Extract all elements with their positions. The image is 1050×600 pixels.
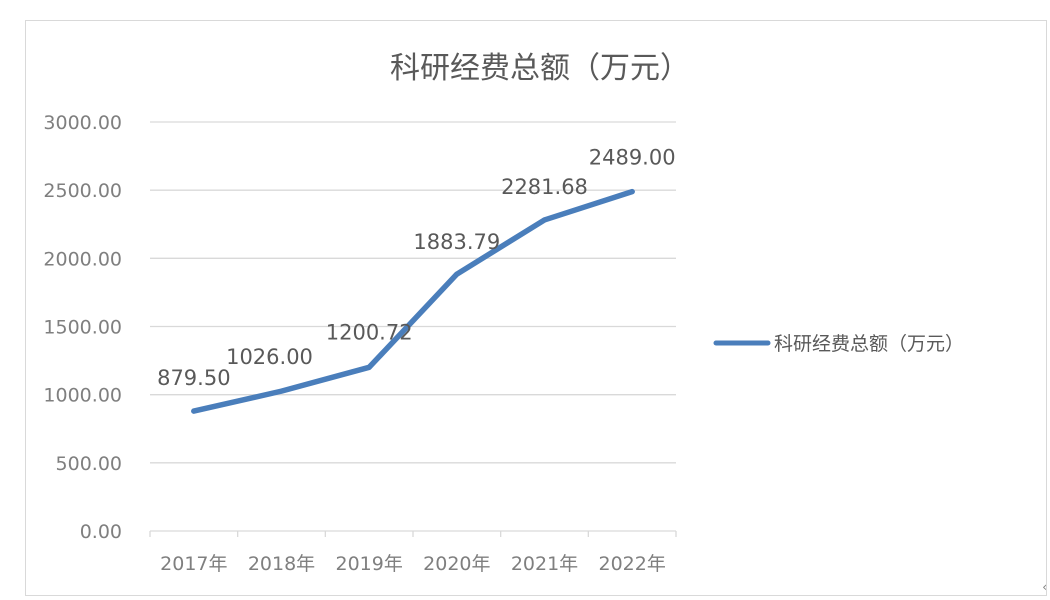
- data-label: 1200.72: [326, 320, 413, 344]
- data-label: 2489.00: [589, 146, 676, 170]
- data-point: [366, 364, 372, 370]
- y-tick-label: 1500.00: [43, 317, 122, 339]
- x-tick-label: 2018年: [248, 553, 315, 575]
- y-tick-label: 1000.00: [43, 385, 122, 407]
- data-label: 879.50: [157, 366, 230, 390]
- x-tick-label: 2017年: [160, 553, 227, 575]
- y-tick-label: 3000.00: [43, 112, 122, 134]
- series-group: [191, 188, 635, 414]
- y-tick-label: 500.00: [56, 453, 122, 475]
- data-point: [454, 271, 460, 277]
- x-tick-label: 2020年: [423, 553, 490, 575]
- y-axis: 0.00 500.00 1000.00 1500.00 2000.00 2500.00 30…: [43, 112, 122, 543]
- corner-glyph: ‹: [1042, 580, 1047, 594]
- data-label: 2281.68: [501, 175, 588, 199]
- chart-title: 科研经费总额（万元）: [390, 51, 690, 86]
- legend-label: 科研经费总额（万元）: [774, 333, 964, 355]
- data-label: 1026.00: [226, 345, 313, 369]
- chart-frame: [25, 20, 1047, 596]
- x-tick-label: 2019年: [335, 553, 402, 575]
- data-point: [191, 408, 197, 414]
- data-point: [542, 217, 547, 223]
- data-point: [279, 388, 284, 394]
- y-tick-label: 2500.00: [43, 180, 122, 202]
- legend[interactable]: 科研经费总额（万元）: [713, 333, 964, 355]
- y-tick-label: 2000.00: [43, 248, 122, 270]
- x-axis: 2017年 2018年 2019年 2020年 2021年 2022年: [149, 531, 677, 575]
- y-tick-label: 0.00: [80, 521, 122, 543]
- x-tick-label: 2021年: [511, 553, 578, 575]
- data-label: 1883.79: [413, 230, 500, 254]
- x-tick-label: 2022年: [598, 553, 665, 575]
- series-line: [191, 188, 635, 414]
- data-point: [629, 189, 635, 195]
- gridlines: [150, 121, 676, 532]
